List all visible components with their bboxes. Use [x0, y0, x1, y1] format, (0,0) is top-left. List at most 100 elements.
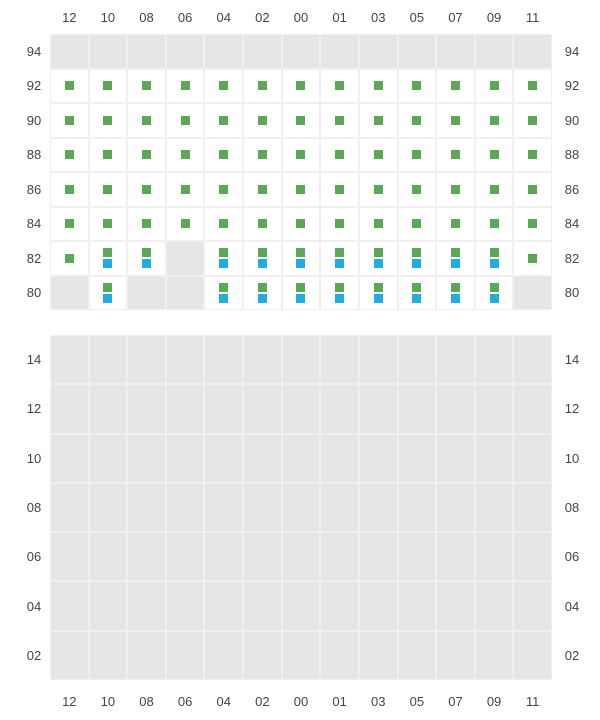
grid-cell [243, 103, 282, 138]
marker-green [142, 150, 151, 159]
axis-label: 07 [436, 694, 475, 709]
marker-green [258, 150, 267, 159]
grid-cell [513, 581, 552, 630]
marker-blue [412, 259, 421, 268]
axis-label: 90 [22, 113, 46, 128]
grid-cell [166, 384, 205, 433]
axis-label: 14 [560, 352, 584, 367]
grid-cell [166, 138, 205, 173]
axis-label: 86 [560, 182, 584, 197]
grid-cell [89, 434, 128, 483]
axis-label: 07 [436, 10, 475, 25]
marker-green [412, 150, 421, 159]
axis-label: 02 [560, 648, 584, 663]
grid-cell [166, 103, 205, 138]
grid-cell [436, 276, 475, 311]
marker-green [296, 248, 305, 257]
marker-green [528, 81, 537, 90]
marker-green [258, 248, 267, 257]
grid-cell [282, 241, 321, 276]
grid-cell [204, 434, 243, 483]
marker-green [490, 248, 499, 257]
marker-blue [335, 294, 344, 303]
marker-green [335, 283, 344, 292]
grid-cell [513, 384, 552, 433]
marker-green [142, 116, 151, 125]
grid-cell [513, 69, 552, 104]
marker-green [528, 254, 537, 263]
axis-label: 00 [282, 10, 321, 25]
axis-label: 94 [22, 44, 46, 59]
grid-cell [127, 335, 166, 384]
marker-green [335, 219, 344, 228]
marker-blue [412, 294, 421, 303]
marker-green [181, 116, 190, 125]
marker-green [181, 81, 190, 90]
marker-blue [451, 294, 460, 303]
grid-cell [359, 532, 398, 581]
grid-cell [89, 276, 128, 311]
axis-label: 86 [22, 182, 46, 197]
grid-cell [89, 241, 128, 276]
axis-label: 01 [320, 10, 359, 25]
grid-cell [398, 335, 437, 384]
marker-green [65, 81, 74, 90]
grid-cell [127, 483, 166, 532]
grid-cell [475, 335, 514, 384]
grid-cell [127, 103, 166, 138]
grid-cell [204, 335, 243, 384]
grid-cell [475, 384, 514, 433]
grid-cell [166, 631, 205, 680]
grid-cell [127, 532, 166, 581]
marker-green [103, 248, 112, 257]
grid-cell [475, 69, 514, 104]
marker-green [258, 283, 267, 292]
grid-cell [359, 241, 398, 276]
grid-cell [282, 631, 321, 680]
grid-cell [359, 581, 398, 630]
marker-green [219, 81, 228, 90]
marker-green [451, 283, 460, 292]
grid-cell [282, 172, 321, 207]
marker-green [412, 81, 421, 90]
grid-cell [166, 241, 205, 276]
grid-cell [475, 532, 514, 581]
grid-cell [89, 172, 128, 207]
grid-cell [475, 483, 514, 532]
marker-green [296, 219, 305, 228]
grid-cell [243, 532, 282, 581]
grid-cell [513, 172, 552, 207]
marker-green [296, 116, 305, 125]
grid-cell [359, 138, 398, 173]
grid-cell [513, 276, 552, 311]
grid-cell [50, 581, 89, 630]
grid-cell [282, 384, 321, 433]
axis-label: 09 [475, 10, 514, 25]
marker-green [528, 150, 537, 159]
marker-green [335, 150, 344, 159]
marker-blue [103, 259, 112, 268]
axis-label: 11 [513, 694, 552, 709]
grid-cell [243, 138, 282, 173]
grid-cell [436, 581, 475, 630]
grid-cell [166, 434, 205, 483]
grid-cell [513, 532, 552, 581]
grid-cell [398, 631, 437, 680]
grid-cell [127, 434, 166, 483]
grid-cell [513, 207, 552, 242]
marker-blue [219, 259, 228, 268]
axis-label: 82 [22, 251, 46, 266]
grid-cell [166, 276, 205, 311]
grid-cell [513, 241, 552, 276]
grid-cell [89, 532, 128, 581]
axis-label: 09 [475, 694, 514, 709]
grid-cell [89, 207, 128, 242]
grid-cell [513, 335, 552, 384]
grid-cell [320, 631, 359, 680]
marker-blue [296, 259, 305, 268]
top-grid [50, 34, 552, 310]
grid-cell [436, 103, 475, 138]
marker-blue [219, 294, 228, 303]
axis-label: 10 [560, 451, 584, 466]
grid-cell [204, 34, 243, 69]
